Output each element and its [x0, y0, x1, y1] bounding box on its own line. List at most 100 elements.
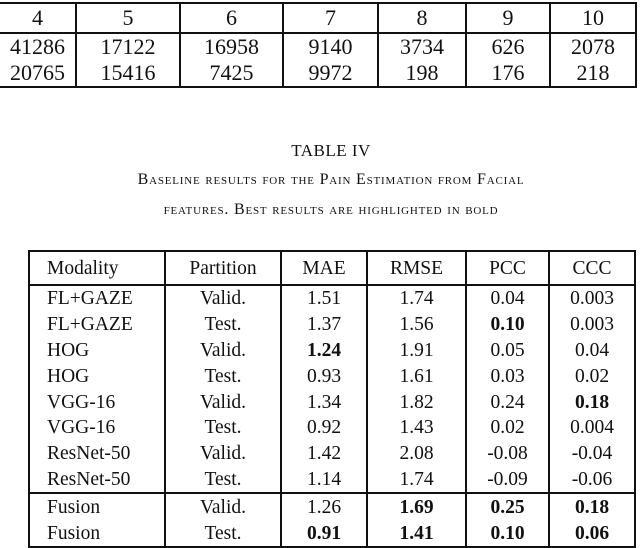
- table-cell: 6: [179, 2, 284, 34]
- table-cell: HOG: [28, 363, 166, 390]
- table-caption-line-2: features. Best results are highlighted i…: [163, 201, 499, 218]
- table-cell: 7425: [179, 60, 284, 88]
- table-cell: 2078: [549, 33, 637, 60]
- table-cell: RMSE: [366, 251, 467, 286]
- table-cell: 0.18: [548, 492, 636, 521]
- table-cell: 1.37: [280, 311, 368, 338]
- table-caption-line-1: Baseline results for the Pain Estimation…: [137, 171, 525, 188]
- table-cell: Test.: [164, 520, 282, 547]
- table-cell: FL+GAZE: [28, 311, 166, 338]
- table-cell: Test.: [164, 363, 282, 390]
- previous-table-fragment: 4 5 6 7 8 9 10 41286 17122 16958 9140 3734 626 2078 20…: [0, 2, 637, 88]
- best-value: 1.41: [399, 522, 434, 544]
- table-cell: 0.02: [548, 363, 636, 390]
- table-cell: 1.14: [280, 466, 368, 494]
- table-cell: 0.24: [465, 389, 550, 415]
- table-cell: 1.41: [366, 520, 467, 547]
- table-cell: 1.42: [280, 440, 368, 467]
- table-row: VGG-16 Valid. 1.34 1.82 0.24 0.18: [28, 389, 636, 415]
- best-value: 0.10: [490, 314, 525, 336]
- table-cell: Fusion: [28, 492, 166, 521]
- table-cell: Valid.: [164, 337, 282, 364]
- best-value: 0.91: [306, 522, 342, 544]
- table-cell: ResNet-50: [28, 466, 166, 494]
- table-header-row: 4 5 6 7 8 9 10: [0, 2, 637, 34]
- table-cell: 0.003: [548, 311, 636, 338]
- table-cell: HOG: [28, 337, 166, 364]
- table-cell: 1.56: [366, 311, 467, 338]
- table-cell: Valid.: [164, 389, 282, 415]
- table-cell: -0.08: [465, 440, 550, 467]
- table-cell: 4: [0, 2, 77, 34]
- table-cell: 0.91: [280, 520, 368, 547]
- best-value: 1.24: [306, 339, 342, 361]
- best-value: 1.69: [399, 496, 434, 518]
- table-cell: 0.03: [465, 363, 550, 390]
- table-cell: Modality: [28, 251, 166, 286]
- table-cell: MAE: [280, 251, 368, 286]
- table-cell: Valid.: [164, 285, 282, 312]
- table-cell: 198: [377, 60, 467, 88]
- table-cell: Test.: [164, 466, 282, 494]
- table-cell: 0.10: [465, 311, 550, 338]
- table-cell: 0.02: [465, 414, 550, 441]
- table-cell: 3734: [377, 33, 467, 60]
- table-title: TABLE IV: [291, 141, 371, 160]
- table-row: VGG-16 Test. 0.92 1.43 0.02 0.004: [28, 414, 636, 441]
- table-cell: 1.34: [280, 389, 368, 415]
- table-cell: -0.06: [548, 466, 636, 494]
- table-cell: 0.93: [280, 363, 368, 390]
- table-cell: Valid.: [164, 440, 282, 467]
- table-cell: 16958: [179, 33, 284, 60]
- best-value: 0.06: [574, 522, 610, 544]
- table-cell: 9140: [282, 33, 379, 60]
- table-row: 41286 17122 16958 9140 3734 626 2078: [0, 33, 637, 60]
- table-cell: 176: [465, 60, 551, 88]
- table-cell: 1.74: [366, 285, 467, 312]
- table-cell: 0.10: [465, 520, 550, 547]
- table-row: FL+GAZE Valid. 1.51 1.74 0.04 0.003: [28, 285, 636, 312]
- table-cell: 9972: [282, 60, 379, 88]
- table-cell: 8: [377, 2, 467, 34]
- table-cell: Fusion: [28, 520, 166, 547]
- table-cell: 1.69: [366, 492, 467, 521]
- table-cell: 1.51: [280, 285, 368, 312]
- table-row: Fusion Test. 0.91 1.41 0.10 0.06: [28, 520, 636, 547]
- table-cell: 0.04: [548, 337, 636, 364]
- table-cell: VGG-16: [28, 414, 166, 441]
- table-cell: 10: [549, 2, 637, 34]
- table-cell: 1.26: [280, 492, 368, 521]
- baseline-results-table: Modality Partition MAE RMSE PCC CCC FL+GAZE Val…: [28, 250, 636, 548]
- table-row: Fusion Valid. 1.26 1.69 0.25 0.18: [28, 492, 636, 521]
- best-value: 0.10: [490, 522, 525, 544]
- table-cell: 41286: [0, 33, 77, 60]
- table-cell: 218: [549, 60, 637, 88]
- table-cell: PCC: [465, 251, 550, 286]
- table-cell: Test.: [164, 311, 282, 338]
- table-cell: Partition: [164, 251, 282, 286]
- table-cell: 0.06: [548, 520, 636, 547]
- table-cell: 1.82: [366, 389, 467, 415]
- table-row: ResNet-50 Valid. 1.42 2.08 -0.08 -0.04: [28, 440, 636, 467]
- table-cell: ResNet-50: [28, 440, 166, 467]
- table-cell: 0.003: [548, 285, 636, 312]
- table-row: HOG Valid. 1.24 1.91 0.05 0.04: [28, 337, 636, 364]
- table-cell: -0.04: [548, 440, 636, 467]
- table-cell: CCC: [548, 251, 636, 286]
- table-cell: 20765: [0, 60, 77, 88]
- table-cell: Test.: [164, 414, 282, 441]
- table-cell: 0.18: [548, 389, 636, 415]
- best-value: 0.25: [490, 496, 525, 518]
- table-cell: 7: [282, 2, 379, 34]
- table-cell: 2.08: [366, 440, 467, 467]
- table-cell: 0.004: [548, 414, 636, 441]
- best-value: 0.18: [574, 391, 610, 413]
- table-cell: Valid.: [164, 492, 282, 521]
- table-cell: -0.09: [465, 466, 550, 494]
- table-cell: VGG-16: [28, 389, 166, 415]
- table-cell: 0.04: [465, 285, 550, 312]
- table-cell: 626: [465, 33, 551, 60]
- table-cell: 1.91: [366, 337, 467, 364]
- table-row: HOG Test. 0.93 1.61 0.03 0.02: [28, 363, 636, 390]
- table-cell: 17122: [75, 33, 181, 60]
